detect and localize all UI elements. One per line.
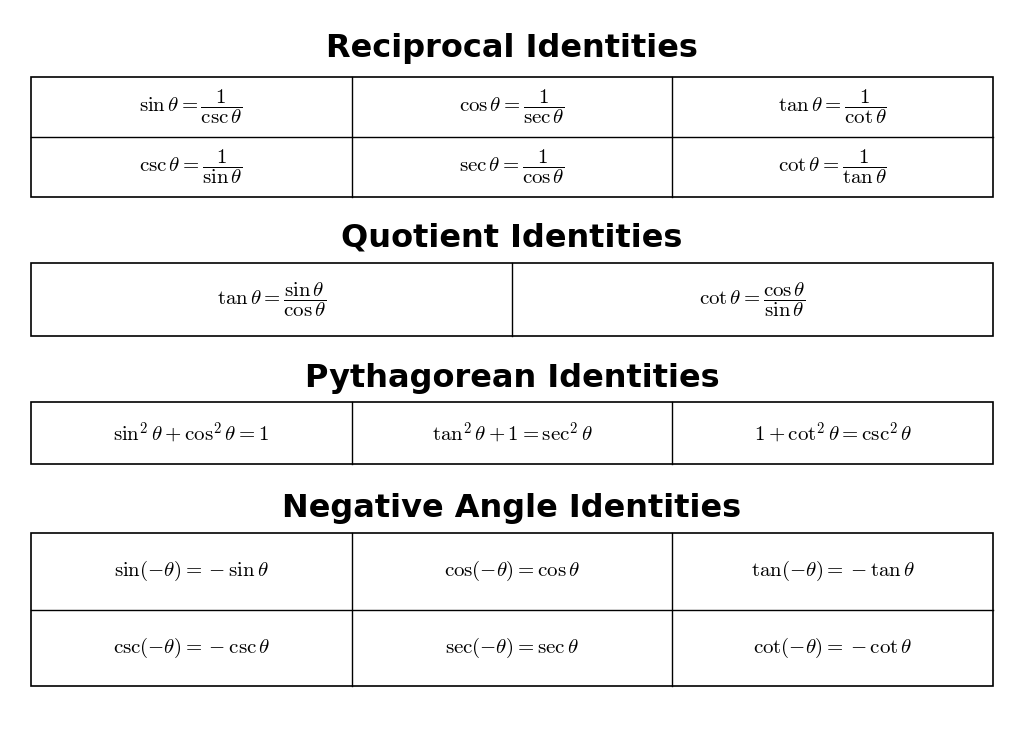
- Text: $\tan\theta = \dfrac{1}{\cot\theta}$: $\tan\theta = \dfrac{1}{\cot\theta}$: [778, 88, 888, 126]
- Text: $\sin^2\theta + \cos^2\theta = 1$: $\sin^2\theta + \cos^2\theta = 1$: [114, 420, 269, 445]
- Text: $1 + \cot^2\theta = \csc^2\theta$: $1 + \cot^2\theta = \csc^2\theta$: [754, 420, 912, 445]
- Text: Quotient Identities: Quotient Identities: [341, 223, 683, 253]
- Text: $\sin(-\theta) = -\sin\theta$: $\sin(-\theta) = -\sin\theta$: [114, 559, 268, 583]
- Text: $\cos(-\theta) = \cos\theta$: $\cos(-\theta) = \cos\theta$: [444, 559, 580, 583]
- Text: $\csc\theta = \dfrac{1}{\sin\theta}$: $\csc\theta = \dfrac{1}{\sin\theta}$: [139, 147, 243, 186]
- Text: $\cot(-\theta) = -\cot\theta$: $\cot(-\theta) = -\cot\theta$: [754, 636, 912, 660]
- Bar: [31, 402, 993, 464]
- Bar: [31, 533, 993, 686]
- Text: $\csc(-\theta) = -\csc\theta$: $\csc(-\theta) = -\csc\theta$: [113, 636, 269, 660]
- Text: $\tan^2\theta + 1 = \sec^2\theta$: $\tan^2\theta + 1 = \sec^2\theta$: [432, 420, 592, 445]
- Text: Pythagorean Identities: Pythagorean Identities: [305, 363, 719, 393]
- Text: $\sin\theta = \dfrac{1}{\csc\theta}$: $\sin\theta = \dfrac{1}{\csc\theta}$: [139, 88, 243, 126]
- Text: $\cot\theta = \dfrac{1}{\tan\theta}$: $\cot\theta = \dfrac{1}{\tan\theta}$: [778, 147, 888, 186]
- Text: $\tan\theta = \dfrac{\sin\theta}{\cos\theta}$: $\tan\theta = \dfrac{\sin\theta}{\cos\th…: [217, 280, 326, 318]
- Text: $\tan(-\theta) = -\tan\theta$: $\tan(-\theta) = -\tan\theta$: [751, 559, 914, 583]
- Text: Negative Angle Identities: Negative Angle Identities: [283, 493, 741, 523]
- Text: Reciprocal Identities: Reciprocal Identities: [326, 33, 698, 64]
- Bar: [31, 263, 993, 336]
- Text: $\cos\theta = \dfrac{1}{\sec\theta}$: $\cos\theta = \dfrac{1}{\sec\theta}$: [459, 88, 565, 126]
- Text: $\cot\theta = \dfrac{\cos\theta}{\sin\theta}$: $\cot\theta = \dfrac{\cos\theta}{\sin\th…: [699, 280, 806, 318]
- Text: $\sec(-\theta) = \sec\theta$: $\sec(-\theta) = \sec\theta$: [445, 636, 579, 660]
- Bar: [31, 77, 993, 197]
- Text: $\sec\theta = \dfrac{1}{\cos\theta}$: $\sec\theta = \dfrac{1}{\cos\theta}$: [459, 147, 565, 186]
